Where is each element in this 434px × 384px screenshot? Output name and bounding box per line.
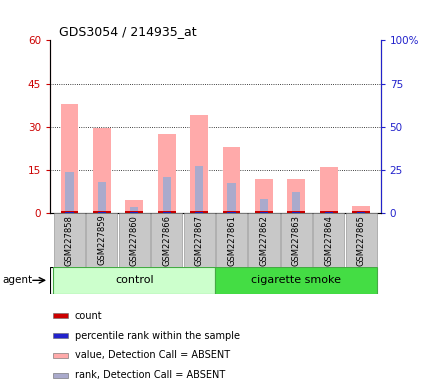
Text: control: control	[115, 275, 153, 285]
Bar	[98, 212, 106, 213]
Bar	[190, 211, 207, 213]
Bar	[53, 267, 215, 294]
Text: GSM227867: GSM227867	[194, 215, 203, 266]
Text: GSM227860: GSM227860	[129, 215, 138, 266]
Text: percentile rank within the sample: percentile rank within the sample	[75, 331, 239, 341]
Bar	[254, 179, 272, 213]
Bar	[254, 211, 272, 213]
Bar	[65, 172, 73, 213]
Text: GSM227859: GSM227859	[97, 215, 106, 265]
Text: agent: agent	[3, 275, 33, 285]
Bar	[345, 213, 376, 267]
Bar	[215, 267, 377, 294]
Bar	[65, 212, 73, 213]
Bar	[98, 182, 106, 213]
Bar	[227, 212, 235, 213]
Bar	[259, 199, 267, 213]
Text: GSM227861: GSM227861	[227, 215, 236, 266]
Bar	[60, 104, 78, 213]
Text: rank, Detection Call = ABSENT: rank, Detection Call = ABSENT	[75, 370, 224, 380]
Bar	[287, 179, 305, 213]
Bar	[194, 212, 203, 213]
Bar	[319, 167, 337, 213]
Bar	[158, 134, 175, 213]
Bar	[125, 211, 143, 213]
Bar	[356, 211, 365, 213]
Text: cigarette smoke: cigarette smoke	[251, 275, 341, 285]
Bar	[227, 183, 235, 213]
Text: GSM227863: GSM227863	[291, 215, 300, 266]
Bar	[93, 128, 111, 213]
Bar	[53, 353, 68, 358]
Bar	[292, 192, 300, 213]
Bar	[324, 212, 332, 213]
Bar	[183, 213, 214, 267]
Text: GSM227862: GSM227862	[259, 215, 268, 266]
Text: GSM227865: GSM227865	[356, 215, 365, 266]
Bar	[60, 211, 78, 213]
Bar	[222, 147, 240, 213]
Bar	[352, 206, 369, 213]
Bar	[352, 211, 369, 213]
Text: value, Detection Call = ABSENT: value, Detection Call = ABSENT	[75, 350, 230, 361]
Bar	[280, 213, 311, 267]
Bar	[292, 212, 300, 213]
Bar	[312, 213, 344, 267]
Text: GSM227864: GSM227864	[323, 215, 332, 266]
Bar	[54, 213, 85, 267]
Bar	[53, 313, 68, 318]
Text: count: count	[75, 311, 102, 321]
Bar	[248, 213, 279, 267]
Bar	[53, 373, 68, 378]
Bar	[194, 167, 203, 213]
Bar	[158, 211, 175, 213]
Bar	[259, 212, 267, 213]
Bar	[287, 211, 305, 213]
Text: GDS3054 / 214935_at: GDS3054 / 214935_at	[59, 25, 196, 38]
Bar	[162, 212, 171, 213]
Bar	[86, 213, 117, 267]
Bar	[162, 177, 171, 213]
Bar	[53, 333, 68, 338]
Bar	[356, 212, 365, 213]
Bar	[215, 213, 247, 267]
Bar	[130, 207, 138, 213]
Text: GSM227858: GSM227858	[65, 215, 74, 266]
Bar	[151, 213, 182, 267]
Bar	[319, 211, 337, 213]
Bar	[93, 211, 111, 213]
Bar	[125, 200, 143, 213]
Bar	[190, 115, 207, 213]
Bar	[222, 211, 240, 213]
Bar	[118, 213, 149, 267]
Bar	[130, 212, 138, 213]
Text: GSM227866: GSM227866	[162, 215, 171, 266]
